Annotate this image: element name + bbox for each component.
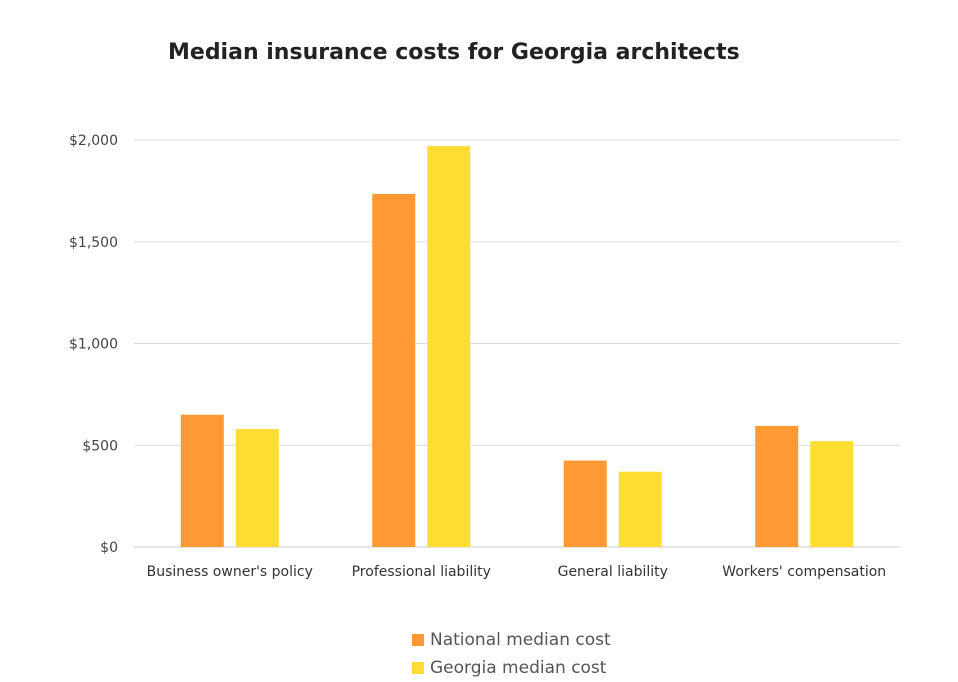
x-tick-label: Workers' compensation	[722, 564, 886, 580]
y-tick-label: $1,500	[69, 235, 118, 251]
bar-national	[180, 414, 224, 547]
bar-georgia	[235, 428, 279, 547]
bar-national	[372, 193, 416, 548]
legend-label-national: National median cost	[430, 630, 611, 650]
y-tick-label: $2,000	[69, 133, 118, 149]
legend-label-georgia: Georgia median cost	[430, 658, 607, 678]
y-tick-label: $1,000	[69, 337, 118, 353]
bar-national	[755, 425, 799, 547]
x-tick-label: Business owner's policy	[147, 564, 313, 580]
chart-title: Median insurance costs for Georgia archi…	[168, 40, 740, 65]
bar-national	[563, 460, 607, 547]
bar-georgia	[427, 146, 471, 548]
legend-item-national: National median cost	[412, 626, 611, 654]
bar-georgia	[810, 441, 854, 547]
legend-swatch-national	[412, 634, 424, 646]
bar-georgia	[618, 471, 662, 547]
x-tick-label: General liability	[558, 564, 668, 580]
legend-swatch-georgia	[412, 662, 424, 674]
y-tick-label: $500	[82, 438, 118, 454]
legend: National median cost Georgia median cost	[412, 626, 611, 682]
legend-item-georgia: Georgia median cost	[412, 654, 611, 682]
x-tick-label: Professional liability	[352, 564, 491, 580]
y-tick-label: $0	[100, 540, 118, 556]
